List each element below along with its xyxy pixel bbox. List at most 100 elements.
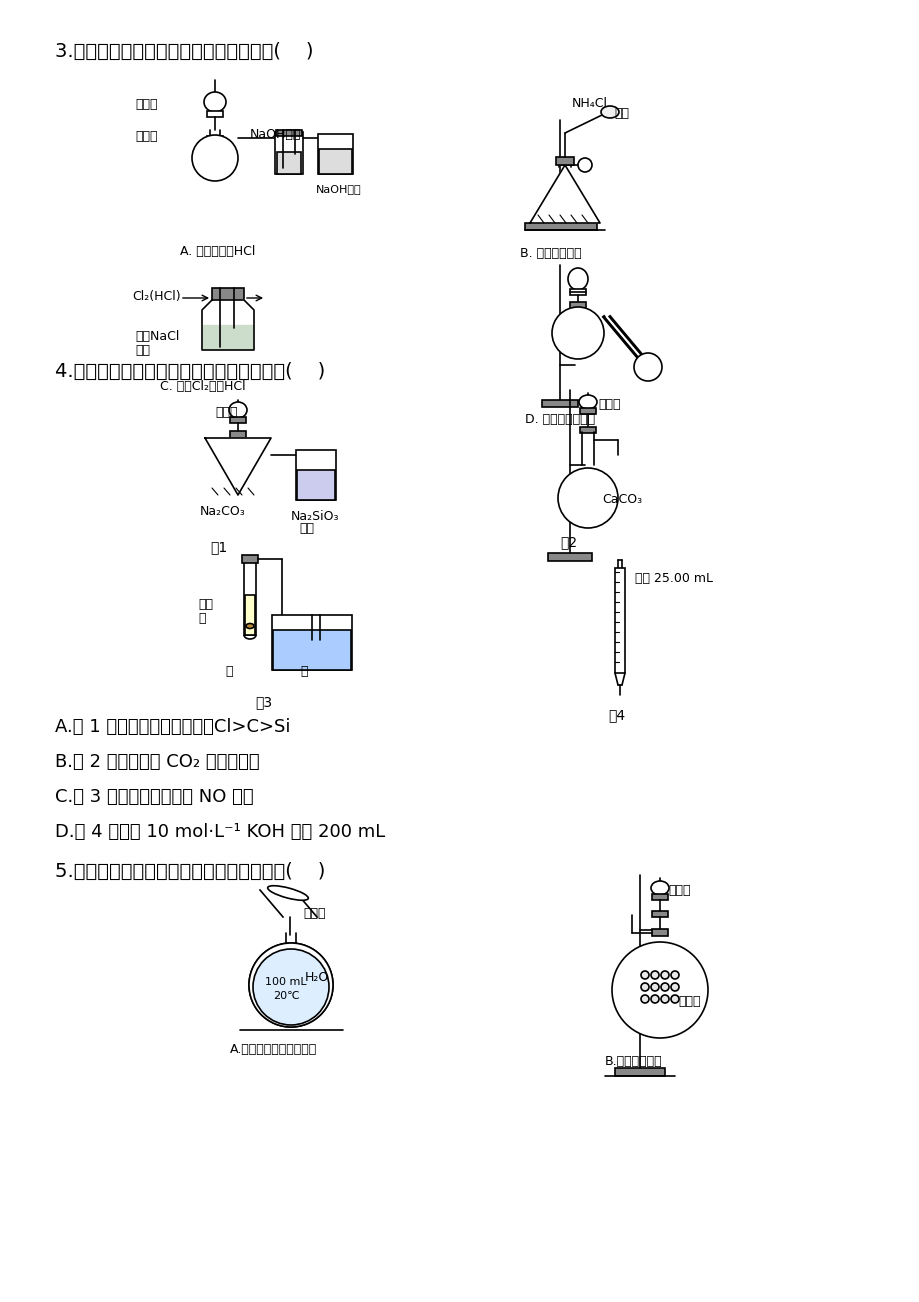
Text: D.图 4 为量取 10 mol·L⁻¹ KOH 溶液 200 mL: D.图 4 为量取 10 mol·L⁻¹ KOH 溶液 200 mL bbox=[55, 823, 385, 841]
Circle shape bbox=[558, 467, 618, 529]
Text: 3.利用下列实验装置能完成相应实验的是(    ): 3.利用下列实验装置能完成相应实验的是( ) bbox=[55, 42, 313, 61]
Circle shape bbox=[660, 995, 668, 1003]
Bar bbox=[272, 615, 352, 671]
Ellipse shape bbox=[578, 395, 596, 409]
Circle shape bbox=[641, 995, 648, 1003]
Bar bbox=[244, 595, 255, 635]
Text: 4.下图所示的实验装置不能完成实验目的是(    ): 4.下图所示的实验装置不能完成实验目的是( ) bbox=[55, 362, 325, 381]
Text: A.配制一定浓度硫酸溶液: A.配制一定浓度硫酸溶液 bbox=[230, 1043, 317, 1056]
Bar bbox=[277, 152, 301, 174]
Bar bbox=[652, 894, 667, 900]
Text: 铜: 铜 bbox=[225, 665, 233, 678]
Bar bbox=[570, 302, 585, 309]
Text: 浓盐酸: 浓盐酸 bbox=[135, 98, 157, 111]
Text: 水: 水 bbox=[300, 665, 307, 678]
Circle shape bbox=[641, 971, 648, 979]
Polygon shape bbox=[203, 326, 253, 349]
Text: 图4: 图4 bbox=[607, 708, 624, 723]
Circle shape bbox=[551, 307, 604, 359]
Text: 20℃: 20℃ bbox=[273, 991, 300, 1001]
Circle shape bbox=[651, 995, 658, 1003]
Bar bbox=[211, 288, 244, 299]
Ellipse shape bbox=[267, 885, 308, 900]
Bar bbox=[275, 132, 302, 174]
Bar bbox=[570, 289, 585, 296]
Bar bbox=[319, 148, 352, 174]
Text: 稀盐酸: 稀盐酸 bbox=[215, 406, 237, 419]
Bar bbox=[652, 911, 667, 917]
Bar bbox=[614, 568, 624, 673]
Bar bbox=[230, 417, 245, 423]
Ellipse shape bbox=[651, 881, 668, 894]
Circle shape bbox=[192, 135, 238, 181]
Circle shape bbox=[651, 983, 658, 991]
Text: 液硫酸: 液硫酸 bbox=[302, 907, 325, 921]
Circle shape bbox=[660, 971, 668, 979]
Text: 图3: 图3 bbox=[255, 695, 272, 710]
Text: 图1: 图1 bbox=[210, 540, 227, 553]
Text: NaOH溶液: NaOH溶液 bbox=[315, 184, 361, 194]
Bar bbox=[318, 134, 353, 174]
Text: B.图 2 为制备少量 CO₂ 并控制反应: B.图 2 为制备少量 CO₂ 并控制反应 bbox=[55, 753, 259, 771]
Circle shape bbox=[651, 971, 658, 979]
Polygon shape bbox=[205, 437, 271, 495]
Bar bbox=[242, 555, 257, 562]
Text: 图2: 图2 bbox=[560, 535, 576, 549]
Text: 溶液: 溶液 bbox=[135, 344, 150, 357]
Bar bbox=[555, 158, 573, 165]
Text: C. 除去Cl₂中的HCl: C. 除去Cl₂中的HCl bbox=[160, 380, 245, 393]
Ellipse shape bbox=[204, 92, 226, 112]
Text: 量程 25.00 mL: 量程 25.00 mL bbox=[634, 572, 712, 585]
Ellipse shape bbox=[600, 105, 618, 118]
Text: B.制备少量氨气: B.制备少量氨气 bbox=[605, 1055, 662, 1068]
Bar bbox=[276, 130, 301, 135]
Circle shape bbox=[641, 983, 648, 991]
Text: 氧化钙: 氧化钙 bbox=[677, 995, 699, 1008]
Circle shape bbox=[249, 943, 333, 1027]
Text: C.图 3 为制备并收集少量 NO 气体: C.图 3 为制备并收集少量 NO 气体 bbox=[55, 788, 254, 806]
Polygon shape bbox=[202, 299, 254, 350]
Text: 溶液: 溶液 bbox=[299, 522, 313, 535]
Ellipse shape bbox=[229, 402, 246, 418]
Text: 棉花: 棉花 bbox=[613, 107, 629, 120]
Text: 100 mL: 100 mL bbox=[265, 976, 306, 987]
Text: H₂O: H₂O bbox=[305, 971, 329, 984]
Bar bbox=[652, 930, 667, 936]
Text: 液硫酸: 液硫酸 bbox=[135, 130, 157, 143]
Bar bbox=[207, 135, 222, 143]
Bar bbox=[230, 431, 245, 437]
Circle shape bbox=[611, 943, 708, 1038]
Bar bbox=[541, 400, 577, 408]
Bar bbox=[579, 427, 596, 434]
Text: Na₂SiO₃: Na₂SiO₃ bbox=[290, 510, 339, 523]
Text: A.图 1 为证明非金属性强弱：Cl>C>Si: A.图 1 为证明非金属性强弱：Cl>C>Si bbox=[55, 717, 290, 736]
Circle shape bbox=[670, 983, 678, 991]
Text: 酸: 酸 bbox=[198, 612, 205, 625]
Bar bbox=[548, 553, 591, 561]
Bar bbox=[296, 450, 335, 500]
Circle shape bbox=[670, 971, 678, 979]
Bar bbox=[525, 223, 596, 230]
Bar bbox=[273, 630, 351, 671]
Circle shape bbox=[633, 353, 662, 381]
Ellipse shape bbox=[567, 268, 587, 290]
Ellipse shape bbox=[245, 624, 254, 629]
Text: 稀盐酸: 稀盐酸 bbox=[597, 398, 619, 411]
Text: CaCO₃: CaCO₃ bbox=[601, 493, 641, 506]
Text: NH₄Cl: NH₄Cl bbox=[572, 98, 607, 109]
Bar bbox=[244, 560, 255, 635]
Text: NaOH溶液: NaOH溶液 bbox=[250, 128, 301, 141]
Bar bbox=[297, 470, 335, 500]
Text: B. 实验室制氨气: B. 实验室制氨气 bbox=[519, 247, 581, 260]
Polygon shape bbox=[529, 165, 599, 223]
Text: 液氨水: 液氨水 bbox=[667, 884, 690, 897]
Text: Cl₂(HCl): Cl₂(HCl) bbox=[131, 290, 180, 303]
Text: 稀硝: 稀硝 bbox=[198, 598, 213, 611]
Circle shape bbox=[253, 949, 329, 1025]
Text: 饱和NaCl: 饱和NaCl bbox=[135, 329, 179, 342]
Text: 5.某课外实验小组设计的下列实验合理的是(    ): 5.某课外实验小组设计的下列实验合理的是( ) bbox=[55, 862, 325, 881]
Text: D. 分离液体混合物: D. 分离液体混合物 bbox=[525, 413, 595, 426]
Text: A. 制取并收集HCl: A. 制取并收集HCl bbox=[180, 245, 255, 258]
Bar bbox=[579, 408, 596, 414]
Bar bbox=[207, 111, 222, 117]
